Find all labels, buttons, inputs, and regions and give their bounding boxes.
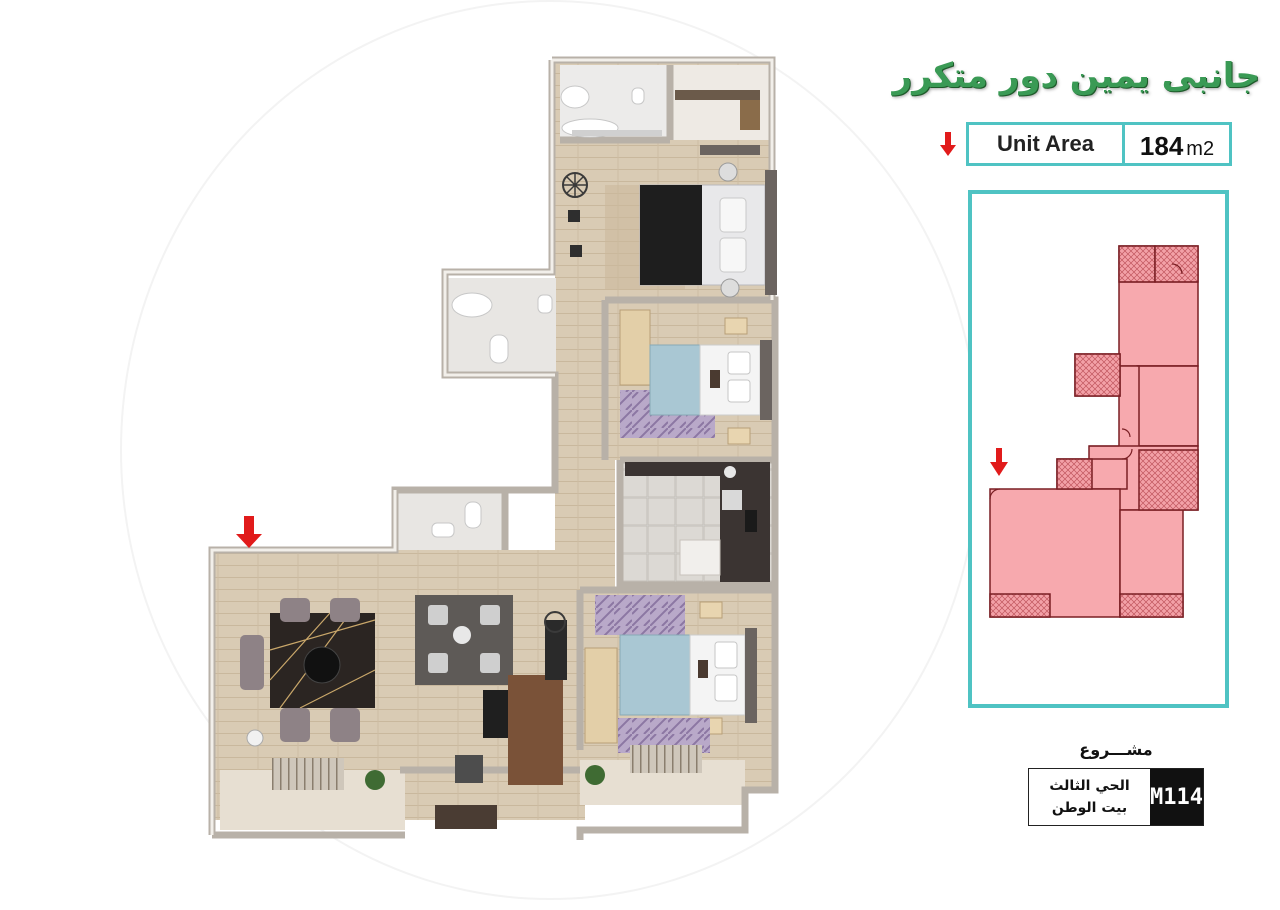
key-plan-arrow-icon xyxy=(990,448,1008,476)
master-bedroom xyxy=(562,130,777,298)
project-line-2: بيت الوطن xyxy=(1051,800,1128,816)
unit-area-value: 184 xyxy=(1139,131,1184,161)
project-label: مشـــروع xyxy=(1079,740,1153,759)
project-names: الحي الثالث بيت الوطن xyxy=(1029,769,1150,825)
unit-area-value-cell: 184 m2 xyxy=(1125,125,1229,163)
entrance-arrow-icon xyxy=(236,516,262,548)
project-box: الحي الثالث بيت الوطن M114 xyxy=(1028,768,1204,826)
bedroom-3 xyxy=(584,595,757,773)
living-dining xyxy=(240,595,605,829)
kitchen xyxy=(625,462,770,582)
page-title: جانبى يمين دور متكرر xyxy=(892,56,1260,96)
key-plan-box xyxy=(968,190,1229,708)
closet-items xyxy=(675,90,760,130)
unit-area-unit: m2 xyxy=(1186,138,1215,160)
bedroom-2 xyxy=(619,309,772,445)
key-plan-diagram xyxy=(989,245,1199,618)
project-line-1: الحي الثالث xyxy=(1049,778,1130,794)
unit-area-box: Unit Area 184 m2 xyxy=(966,122,1232,166)
project-code: M114 xyxy=(1150,769,1203,825)
unit-area-label: Unit Area xyxy=(969,125,1125,163)
floor-plan-illustration xyxy=(208,56,779,840)
red-arrow-icon xyxy=(940,132,956,156)
